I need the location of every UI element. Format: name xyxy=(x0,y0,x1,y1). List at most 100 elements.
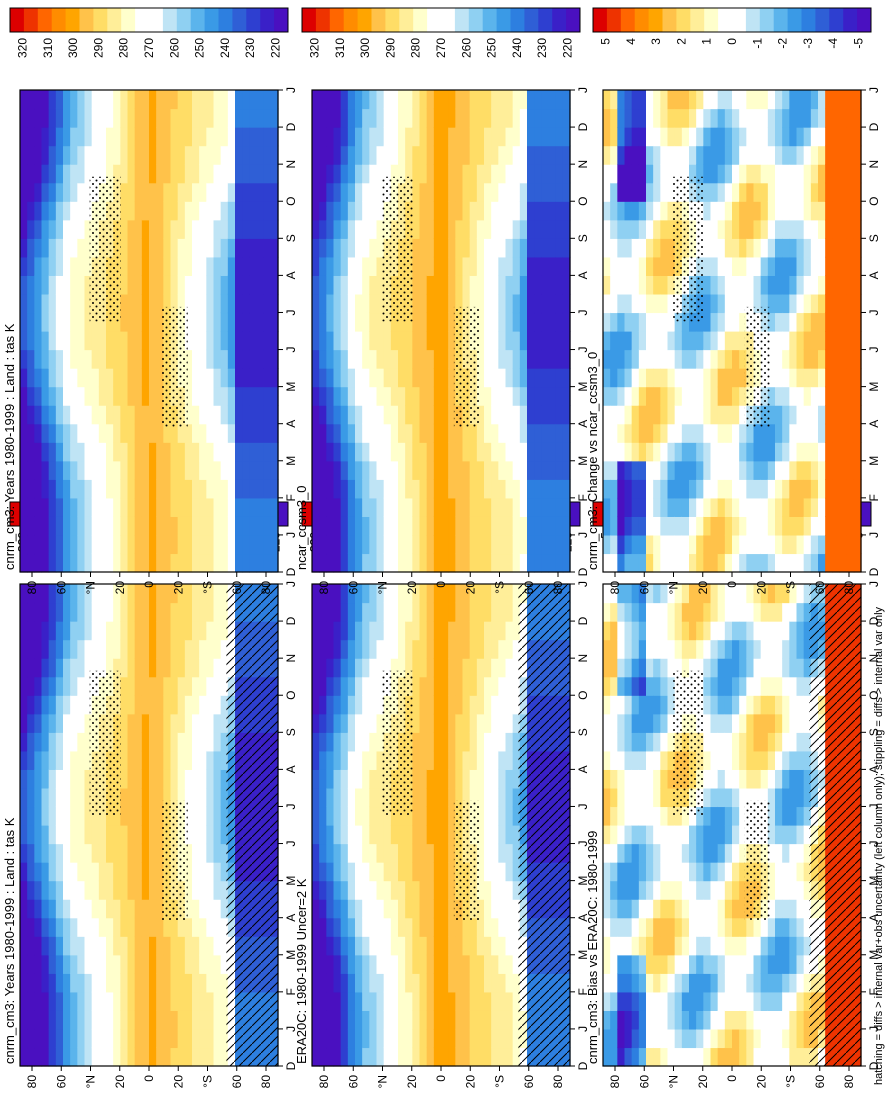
heat-cell xyxy=(667,862,676,882)
heat-cell xyxy=(70,602,78,622)
heat-cell xyxy=(27,713,35,733)
heat-cell xyxy=(469,991,478,1011)
colorbar-label: 230 xyxy=(243,38,257,58)
heat-cell xyxy=(199,954,207,974)
heat-cell xyxy=(106,349,114,369)
heat-cell xyxy=(340,1047,349,1067)
heat-cell xyxy=(717,1028,726,1049)
heat-cell xyxy=(455,750,464,770)
heat-cell xyxy=(106,516,114,536)
heat-cell xyxy=(91,917,100,937)
heat-cell xyxy=(390,1010,399,1030)
heat-cell xyxy=(41,676,50,696)
heat-cell xyxy=(376,936,385,956)
heat-cell xyxy=(441,386,449,406)
heat-cell xyxy=(48,1047,57,1067)
heat-cell xyxy=(390,331,399,351)
heat-cell xyxy=(484,423,492,443)
heat-cell xyxy=(326,639,335,659)
heat-cell xyxy=(333,843,342,863)
heat-cell xyxy=(70,164,78,184)
heat-cell xyxy=(624,676,633,696)
heat-cell xyxy=(340,164,349,184)
heat-cell xyxy=(433,1028,442,1049)
heat-cell xyxy=(263,405,272,425)
heat-cell xyxy=(653,862,661,882)
heat-cell xyxy=(55,553,64,573)
heat-cell xyxy=(624,1047,633,1067)
heat-cell xyxy=(610,862,618,882)
heat-cell xyxy=(433,695,442,715)
heat-cell xyxy=(206,201,215,221)
heat-cell xyxy=(527,293,535,314)
heat-cell xyxy=(77,127,86,147)
heat-cell xyxy=(312,442,320,462)
heat-cell xyxy=(455,201,464,221)
heat-cell xyxy=(512,312,521,332)
heat-cell xyxy=(70,108,78,128)
y-tick-label: °N xyxy=(376,1075,390,1088)
heat-cell xyxy=(638,917,647,937)
heat-cell xyxy=(319,917,327,937)
heat-cell xyxy=(660,713,669,733)
heat-cell xyxy=(631,843,640,863)
heat-cell xyxy=(206,553,215,573)
y-tick-label: 80 xyxy=(25,581,39,595)
heat-cell xyxy=(184,516,193,536)
heat-cell xyxy=(326,164,335,184)
heat-cell xyxy=(213,1028,222,1049)
heat-cell xyxy=(610,658,618,678)
heat-cell xyxy=(753,991,762,1011)
y-tick-label: 20 xyxy=(696,1075,710,1089)
heat-cell xyxy=(270,553,279,573)
heat-cell xyxy=(732,825,740,845)
heat-cell xyxy=(120,917,129,937)
heat-cell xyxy=(390,516,399,536)
heat-cell xyxy=(184,936,193,956)
heat-cell xyxy=(660,973,669,993)
heat-cell xyxy=(355,553,363,573)
heat-cell xyxy=(70,90,78,110)
heat-cell xyxy=(127,108,136,128)
heat-cell xyxy=(405,145,413,165)
heat-cell xyxy=(340,991,349,1011)
heat-cell xyxy=(113,862,121,882)
heat-cell xyxy=(340,899,349,919)
heat-cell xyxy=(256,405,265,425)
heat-cell xyxy=(653,1047,661,1067)
heat-cell xyxy=(206,917,215,937)
heat-cell xyxy=(369,936,378,956)
x-tick-label: D xyxy=(867,1061,881,1070)
heat-cell xyxy=(390,164,399,184)
heat-cell xyxy=(405,602,413,622)
heat-cell xyxy=(433,516,442,536)
heat-cell xyxy=(455,732,464,752)
heat-cell xyxy=(667,713,676,733)
heat-cell xyxy=(63,899,71,919)
heat-cell xyxy=(398,312,406,332)
heat-cell xyxy=(242,145,250,165)
heat-cell xyxy=(235,479,243,499)
heat-cell xyxy=(426,917,435,937)
heat-cell xyxy=(127,917,136,937)
heat-cell xyxy=(541,497,550,517)
heat-cell xyxy=(98,843,107,863)
heat-cell xyxy=(476,713,485,733)
heat-cell xyxy=(498,769,507,789)
heat-cell xyxy=(206,602,215,622)
heat-cell xyxy=(796,602,805,622)
heat-cell xyxy=(113,553,121,573)
heat-cell xyxy=(455,787,464,808)
heat-cell xyxy=(448,973,456,993)
heat-cell xyxy=(220,516,229,536)
heat-cell xyxy=(163,639,172,659)
heat-cell xyxy=(667,1010,676,1030)
heat-cell xyxy=(326,991,335,1011)
heat-cell xyxy=(192,293,200,314)
heat-cell xyxy=(455,164,464,184)
heat-cell xyxy=(134,275,143,295)
heat-cell xyxy=(746,639,755,659)
heat-cell xyxy=(77,405,86,425)
heat-cell xyxy=(41,460,50,480)
heat-cell xyxy=(127,880,136,900)
